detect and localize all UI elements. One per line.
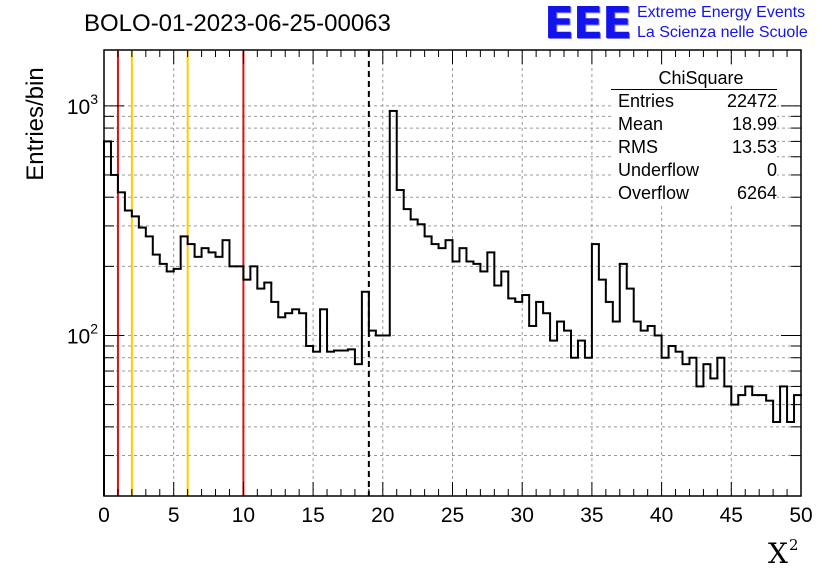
stats-value: 0 — [766, 160, 777, 180]
x-axis-label-base: X — [768, 537, 788, 570]
x-axis-label-exponent: 2 — [788, 536, 799, 554]
x-tick-label: 0 — [98, 504, 110, 527]
stats-row-rms: RMS 13.53 — [611, 136, 777, 159]
x-tick-label: 5 — [168, 504, 180, 527]
stats-row-overflow: Overflow 6264 — [611, 182, 777, 205]
histogram-title: BOLO-01-2023-06-25-00063 — [84, 10, 391, 37]
x-tick-label: 25 — [441, 504, 464, 527]
stats-label: Mean — [618, 114, 664, 134]
x-tick-label: 20 — [371, 504, 394, 527]
histogram-bars — [103, 109, 802, 496]
stats-label: Entries — [618, 91, 675, 111]
y-tick-label: 103 — [67, 91, 98, 119]
y-tick-label-base: 10 — [67, 96, 90, 119]
x-tick-label: 50 — [789, 504, 812, 527]
y-tick-label-exponent: 3 — [90, 91, 98, 107]
stats-label: RMS — [618, 137, 658, 157]
y-tick-label-base: 10 — [67, 325, 90, 348]
stats-value: 18.99 — [731, 114, 777, 134]
y-tick-label: 102 — [67, 320, 98, 348]
x-tick-label: 30 — [511, 504, 534, 527]
y-tick-label-exponent: 2 — [90, 320, 98, 336]
x-tick-label: 45 — [720, 504, 743, 527]
stats-value: 22472 — [726, 91, 777, 111]
x-axis-label: X2 — [768, 536, 798, 570]
stats-title: ChiSquare — [611, 68, 777, 90]
stats-row-underflow: Underflow 0 — [611, 159, 777, 182]
x-tick-label: 40 — [650, 504, 673, 527]
x-tick-labels: 0 5 10 15 20 25 30 35 40 45 50 — [98, 504, 813, 527]
eee-logo: EEE — [544, 0, 632, 49]
axes — [103, 49, 802, 497]
logo-tagline-1: Extreme Energy Events — [637, 4, 806, 21]
stats-row-entries: Entries 22472 — [611, 90, 777, 113]
x-tick-label: 10 — [232, 504, 255, 527]
stats-value: 13.53 — [731, 137, 777, 157]
stats-box: ChiSquare Entries 22472 Mean 18.99 RMS 13.5… — [611, 68, 777, 205]
x-tick-label: 15 — [301, 504, 324, 527]
stats-row-mean: Mean 18.99 — [611, 113, 777, 136]
logo-tagline-2: La Scienza nelle Scuole — [637, 24, 808, 41]
x-tick-label: 35 — [580, 504, 603, 527]
stats-label: Underflow — [618, 160, 700, 180]
stats-label: Overflow — [618, 183, 690, 203]
stats-value: 6264 — [736, 183, 777, 203]
